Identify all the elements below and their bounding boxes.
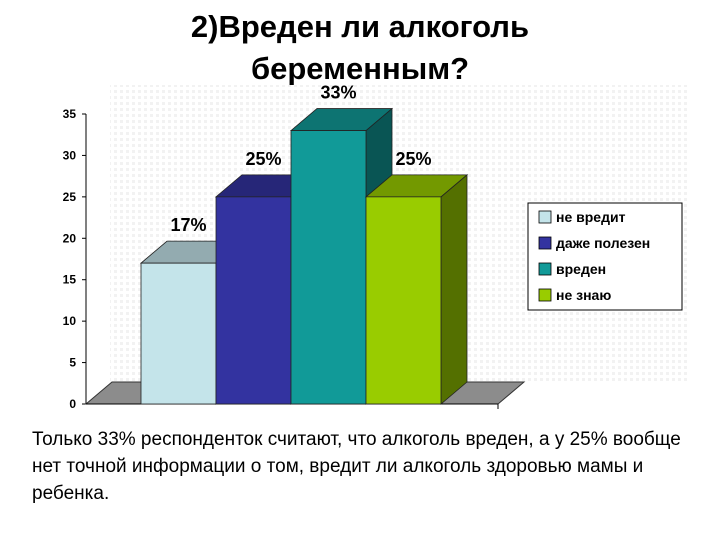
- title-line-1: 2)Вреден ли алкоголь: [190, 9, 530, 44]
- y-tick-label: 35: [63, 107, 77, 121]
- title-line-2: беременным?: [250, 51, 470, 86]
- bar-4: [364, 173, 469, 405]
- data-label: 25%: [245, 149, 281, 169]
- data-label: 17%: [170, 215, 206, 235]
- y-tick-label: 0: [69, 397, 76, 411]
- caption-text: Только 33% респонденток считают, что алк…: [32, 429, 681, 504]
- y-tick-label: 5: [69, 356, 76, 370]
- legend-swatch: [538, 288, 552, 302]
- y-tick-label: 15: [63, 273, 77, 287]
- bar-front: [365, 196, 442, 405]
- legend-label: не знаю: [556, 287, 611, 303]
- legend-box: [527, 202, 683, 311]
- legend-swatch: [538, 262, 552, 276]
- y-tick-label: 20: [63, 231, 77, 245]
- bar-front: [215, 196, 292, 405]
- bar-side: [440, 173, 468, 405]
- slide-title: 2)Вреден ли алкоголь беременным?: [0, 6, 720, 90]
- bar-front: [140, 262, 217, 405]
- legend-swatch: [538, 210, 552, 224]
- data-label: 25%: [395, 149, 431, 169]
- y-tick-label: 10: [63, 314, 77, 328]
- y-tick-label: 25: [63, 190, 77, 204]
- bar-front: [290, 130, 367, 405]
- legend-label: вреден: [556, 261, 606, 277]
- legend-swatch: [538, 236, 552, 250]
- legend-label: не вредит: [556, 209, 626, 225]
- y-tick-label: 30: [63, 148, 77, 162]
- data-label: 33%: [320, 83, 356, 103]
- legend-label: даже полезен: [556, 235, 650, 251]
